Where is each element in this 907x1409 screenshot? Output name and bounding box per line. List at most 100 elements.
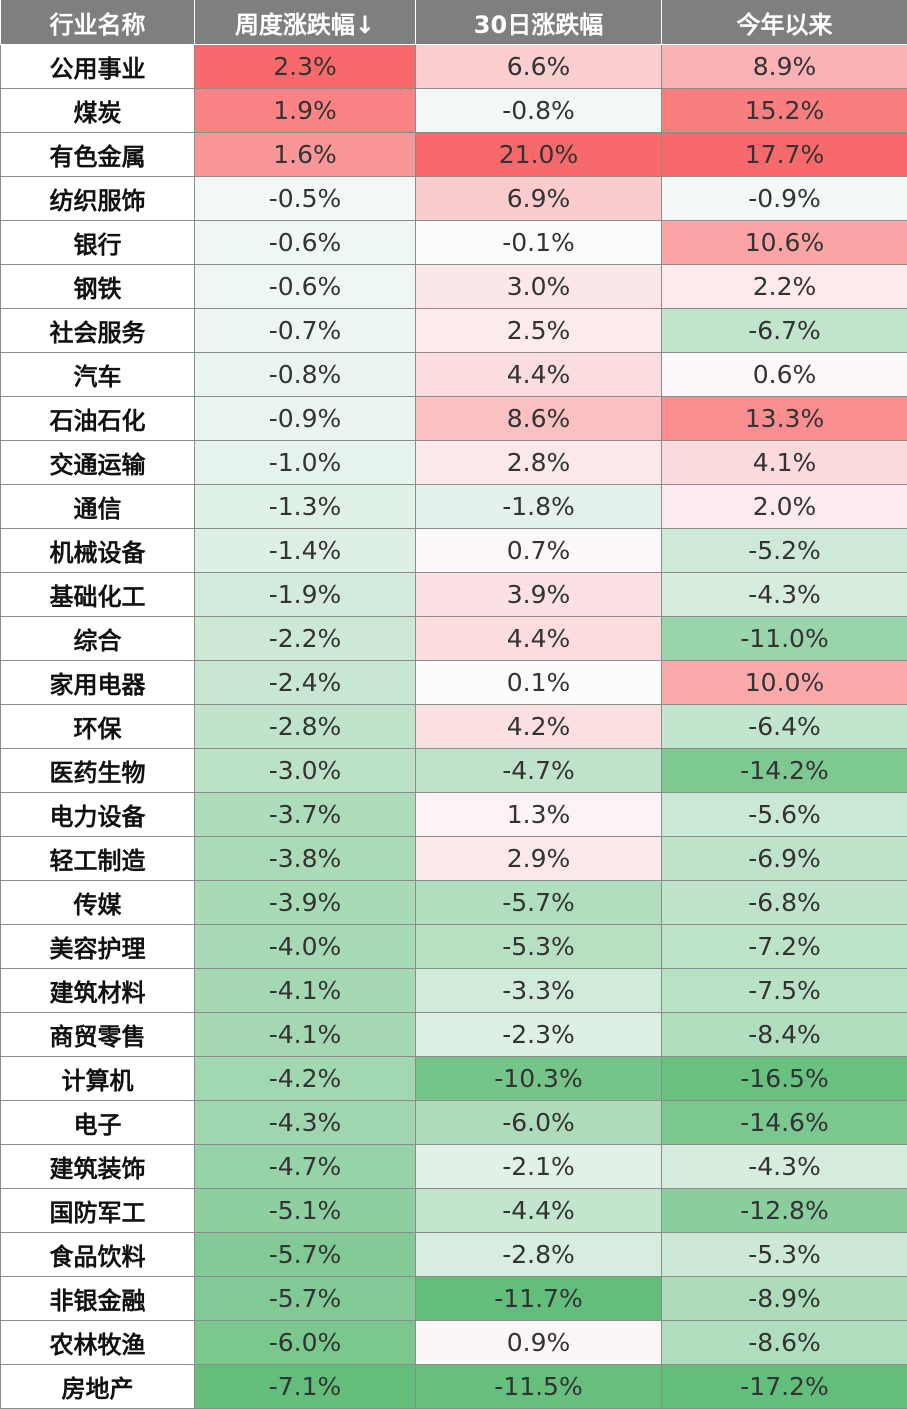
table-row: 公用事业 2.3% 6.6% 8.9% — [0, 44, 907, 89]
header-ytd-change[interactable]: 今年以来 — [661, 0, 907, 45]
d30-change-cell: 6.9% — [415, 176, 662, 221]
ytd-change-cell: -4.3% — [661, 572, 907, 617]
ytd-change-cell: 8.9% — [661, 44, 907, 89]
header-industry-name[interactable]: 行业名称 — [0, 0, 195, 45]
industry-name-cell: 银行 — [0, 220, 195, 265]
d30-change-cell: -4.7% — [415, 748, 662, 793]
industry-name-cell: 建筑装饰 — [0, 1144, 195, 1189]
ytd-change-cell: -6.7% — [661, 308, 907, 353]
industry-name-cell: 电子 — [0, 1100, 195, 1145]
d30-change-cell: 0.7% — [415, 528, 662, 573]
table-row: 钢铁 -0.6% 3.0% 2.2% — [0, 264, 907, 309]
table-row: 电力设备 -3.7% 1.3% -5.6% — [0, 792, 907, 837]
industry-name-cell: 农林牧渔 — [0, 1320, 195, 1365]
ytd-change-cell: 17.7% — [661, 132, 907, 177]
weekly-change-cell: -7.1% — [194, 1364, 416, 1409]
d30-change-cell: 4.2% — [415, 704, 662, 749]
d30-change-cell: 3.9% — [415, 572, 662, 617]
industry-name-cell: 家用电器 — [0, 660, 195, 705]
table-row: 电子 -4.3% -6.0% -14.6% — [0, 1100, 907, 1145]
weekly-change-cell: -4.3% — [194, 1100, 416, 1145]
industry-name-cell: 国防军工 — [0, 1188, 195, 1233]
d30-change-cell: -3.3% — [415, 968, 662, 1013]
d30-change-cell: 2.9% — [415, 836, 662, 881]
ytd-change-cell: 10.6% — [661, 220, 907, 265]
d30-change-cell: 2.8% — [415, 440, 662, 485]
industry-name-cell: 建筑材料 — [0, 968, 195, 1013]
header-row: 行业名称 周度涨跌幅↓ 30日涨跌幅 今年以来 — [0, 0, 907, 45]
d30-change-cell: 4.4% — [415, 616, 662, 661]
table-row: 银行 -0.6% -0.1% 10.6% — [0, 220, 907, 265]
industry-name-cell: 计算机 — [0, 1056, 195, 1101]
industry-name-cell: 美容护理 — [0, 924, 195, 969]
table-row: 非银金融 -5.7% -11.7% -8.9% — [0, 1276, 907, 1321]
table-row: 社会服务 -0.7% 2.5% -6.7% — [0, 308, 907, 353]
industry-name-cell: 传媒 — [0, 880, 195, 925]
ytd-change-cell: -8.9% — [661, 1276, 907, 1321]
ytd-change-cell: -8.6% — [661, 1320, 907, 1365]
industry-name-cell: 环保 — [0, 704, 195, 749]
weekly-change-cell: -3.7% — [194, 792, 416, 837]
industry-name-cell: 电力设备 — [0, 792, 195, 837]
ytd-change-cell: -6.4% — [661, 704, 907, 749]
table-row: 计算机 -4.2% -10.3% -16.5% — [0, 1056, 907, 1101]
weekly-change-cell: -2.2% — [194, 616, 416, 661]
weekly-change-cell: -1.0% — [194, 440, 416, 485]
table-row: 机械设备 -1.4% 0.7% -5.2% — [0, 528, 907, 573]
d30-change-cell: -4.4% — [415, 1188, 662, 1233]
weekly-change-cell: -4.0% — [194, 924, 416, 969]
industry-name-cell: 汽车 — [0, 352, 195, 397]
d30-change-cell: -2.3% — [415, 1012, 662, 1057]
industry-name-cell: 交通运输 — [0, 440, 195, 485]
table-row: 石油石化 -0.9% 8.6% 13.3% — [0, 396, 907, 441]
table-row: 商贸零售 -4.1% -2.3% -8.4% — [0, 1012, 907, 1057]
weekly-change-cell: -0.6% — [194, 220, 416, 265]
industry-name-cell: 社会服务 — [0, 308, 195, 353]
header-30day-change[interactable]: 30日涨跌幅 — [415, 0, 662, 45]
industry-name-cell: 有色金属 — [0, 132, 195, 177]
industry-name-cell: 机械设备 — [0, 528, 195, 573]
table-row: 通信 -1.3% -1.8% 2.0% — [0, 484, 907, 529]
d30-change-cell: -0.8% — [415, 88, 662, 133]
weekly-change-cell: -4.1% — [194, 968, 416, 1013]
weekly-change-cell: 1.6% — [194, 132, 416, 177]
weekly-change-cell: -1.4% — [194, 528, 416, 573]
industry-name-cell: 石油石化 — [0, 396, 195, 441]
d30-change-cell: 0.1% — [415, 660, 662, 705]
weekly-change-cell: -5.1% — [194, 1188, 416, 1233]
d30-change-cell: 6.6% — [415, 44, 662, 89]
d30-change-cell: 1.3% — [415, 792, 662, 837]
table-row: 交通运输 -1.0% 2.8% 4.1% — [0, 440, 907, 485]
weekly-change-cell: -0.7% — [194, 308, 416, 353]
ytd-change-cell: -7.5% — [661, 968, 907, 1013]
table-row: 煤炭 1.9% -0.8% 15.2% — [0, 88, 907, 133]
industry-name-cell: 轻工制造 — [0, 836, 195, 881]
weekly-change-cell: -0.6% — [194, 264, 416, 309]
d30-change-cell: 4.4% — [415, 352, 662, 397]
header-weekly-change[interactable]: 周度涨跌幅↓ — [194, 0, 416, 45]
weekly-change-cell: -5.7% — [194, 1232, 416, 1277]
d30-change-cell: -6.0% — [415, 1100, 662, 1145]
table-row: 美容护理 -4.0% -5.3% -7.2% — [0, 924, 907, 969]
ytd-change-cell: 4.1% — [661, 440, 907, 485]
ytd-change-cell: -8.4% — [661, 1012, 907, 1057]
ytd-change-cell: 13.3% — [661, 396, 907, 441]
ytd-change-cell: -17.2% — [661, 1364, 907, 1409]
d30-change-cell: -2.1% — [415, 1144, 662, 1189]
table-row: 食品饮料 -5.7% -2.8% -5.3% — [0, 1232, 907, 1277]
weekly-change-cell: 2.3% — [194, 44, 416, 89]
weekly-change-cell: -4.7% — [194, 1144, 416, 1189]
table-row: 房地产 -7.1% -11.5% -17.2% — [0, 1364, 907, 1409]
d30-change-cell: 21.0% — [415, 132, 662, 177]
weekly-change-cell: -2.8% — [194, 704, 416, 749]
ytd-change-cell: -6.8% — [661, 880, 907, 925]
weekly-change-cell: -1.9% — [194, 572, 416, 617]
d30-change-cell: 3.0% — [415, 264, 662, 309]
d30-change-cell: -10.3% — [415, 1056, 662, 1101]
industry-name-cell: 商贸零售 — [0, 1012, 195, 1057]
ytd-change-cell: -11.0% — [661, 616, 907, 661]
table-row: 建筑装饰 -4.7% -2.1% -4.3% — [0, 1144, 907, 1189]
d30-change-cell: -11.7% — [415, 1276, 662, 1321]
ytd-change-cell: 2.2% — [661, 264, 907, 309]
